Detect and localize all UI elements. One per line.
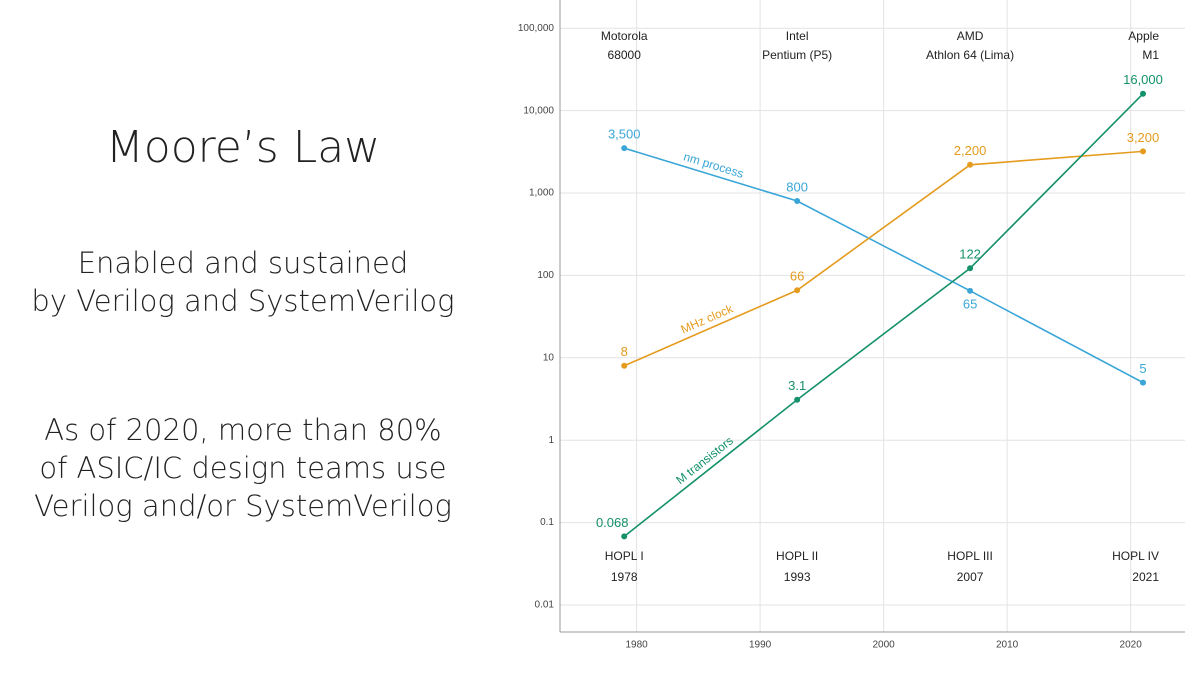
hopl-label: HOPL II — [776, 549, 818, 563]
point — [794, 287, 801, 294]
value-label: 8 — [621, 344, 628, 359]
value-label: 3,500 — [608, 127, 641, 142]
processor-label: Intel — [786, 29, 809, 43]
x-tick-label: 2000 — [872, 640, 895, 651]
slide-text: by Verilog and SystemVerilog — [31, 284, 454, 318]
y-tick-label: 10 — [543, 352, 555, 363]
y-tick-label: 10,000 — [523, 105, 554, 116]
point — [967, 287, 974, 294]
point — [1140, 90, 1147, 97]
x-tick-label: 1980 — [625, 640, 648, 651]
processor-label: AMD — [957, 29, 984, 43]
y-tick-label: 0.01 — [535, 600, 555, 611]
line — [623, 93, 1144, 538]
x-tick-label: 1990 — [749, 640, 772, 651]
hopl-label: HOPL III — [947, 549, 993, 563]
value-label: 3,200 — [1127, 130, 1160, 145]
point — [1140, 148, 1147, 155]
value-label: 0.068 — [596, 515, 629, 530]
point — [621, 145, 628, 152]
x-tick-label: 2010 — [996, 640, 1019, 651]
point — [794, 197, 801, 204]
line — [623, 147, 1144, 384]
processor-label: Pentium (P5) — [762, 48, 832, 62]
value-label: 66 — [790, 269, 804, 284]
series-label: M transistors — [673, 434, 736, 488]
point — [967, 161, 974, 168]
point — [621, 533, 628, 540]
line — [623, 150, 1144, 367]
series-label: MHz clock — [679, 301, 736, 336]
point — [967, 265, 974, 272]
processor-label: M1 — [1142, 48, 1159, 62]
hopl-label: HOPL IV — [1112, 549, 1159, 563]
y-tick-label: 1 — [548, 435, 554, 446]
value-label: 16,000 — [1123, 72, 1163, 87]
processor-label: 68000 — [608, 48, 642, 62]
value-label: 5 — [1139, 361, 1146, 376]
slide-text: Enabled and sustained — [78, 246, 409, 280]
y-tick-label: 100 — [537, 270, 554, 281]
y-tick-label: 1,000 — [529, 188, 554, 199]
slide-title: Moore’s Law — [106, 122, 380, 173]
value-label: 3.1 — [788, 378, 806, 393]
hopl-label: 1978 — [611, 570, 638, 584]
y-tick-label: 100,000 — [518, 23, 555, 34]
slide-text: of ASIC/IC design teams use — [39, 451, 446, 485]
processor-label: Motorola — [601, 29, 648, 43]
hopl-label: 2021 — [1132, 570, 1159, 584]
point — [621, 362, 628, 369]
point — [794, 396, 801, 403]
hopl-label: 2007 — [957, 570, 984, 584]
x-tick-label: 2020 — [1120, 640, 1143, 651]
slide-text: Verilog and/or SystemVerilog — [34, 489, 452, 523]
slide-text: As of 2020, more than 80% — [44, 413, 442, 447]
hopl-label: 1993 — [784, 570, 811, 584]
hopl-label: HOPL I — [605, 549, 644, 563]
value-label: 2,200 — [954, 143, 987, 158]
processor-label: Apple — [1128, 29, 1159, 43]
value-label: 800 — [786, 179, 808, 194]
value-label: 65 — [963, 296, 977, 311]
y-tick-label: 0.1 — [540, 517, 554, 528]
value-label: 122 — [959, 247, 981, 262]
processor-label: Athlon 64 (Lima) — [926, 48, 1014, 62]
point — [1140, 379, 1147, 386]
